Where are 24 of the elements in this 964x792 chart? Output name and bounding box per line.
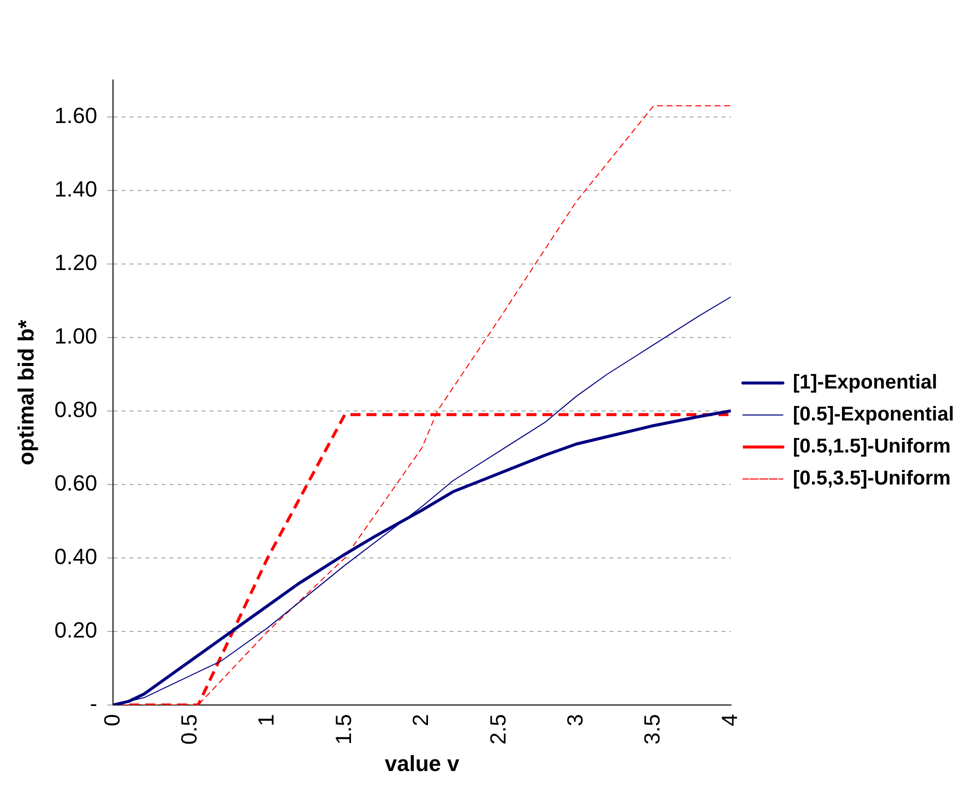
x-tick-label: 3.5 bbox=[640, 714, 665, 745]
x-tick-label: 1 bbox=[254, 714, 279, 726]
y-tick-label: 1.00 bbox=[54, 323, 98, 348]
legend-label: [0.5]-Exponential bbox=[792, 404, 954, 426]
y-tick-label: 1.60 bbox=[54, 102, 98, 128]
legend-label: [1]-Exponential bbox=[792, 372, 938, 394]
x-tick-label: 2 bbox=[408, 714, 434, 726]
x-axis-title: value v bbox=[384, 750, 460, 776]
x-tick-label: 3 bbox=[562, 714, 588, 726]
x-tick-label: 1.5 bbox=[330, 714, 356, 745]
y-tick-label: 0.60 bbox=[54, 470, 98, 496]
y-tick-label: 0.40 bbox=[54, 544, 98, 570]
x-tick-label: 0 bbox=[99, 714, 124, 726]
y-tick-label: - bbox=[90, 691, 98, 716]
y-tick-label: 1.40 bbox=[54, 176, 98, 202]
x-tick-label: 2.5 bbox=[485, 714, 510, 745]
y-axis-title: optimal bid b* bbox=[13, 319, 38, 466]
legend-label: [0.5,3.5]-Uniform bbox=[792, 468, 951, 490]
y-tick-label: 0.20 bbox=[54, 618, 98, 643]
x-tick-label: 4 bbox=[716, 714, 742, 726]
legend-label: [0.5,1.5]-Uniform bbox=[792, 436, 951, 458]
x-tick-label: 0.5 bbox=[176, 714, 202, 745]
y-tick-label: 1.20 bbox=[54, 250, 98, 275]
y-tick-label: 0.80 bbox=[54, 396, 98, 422]
